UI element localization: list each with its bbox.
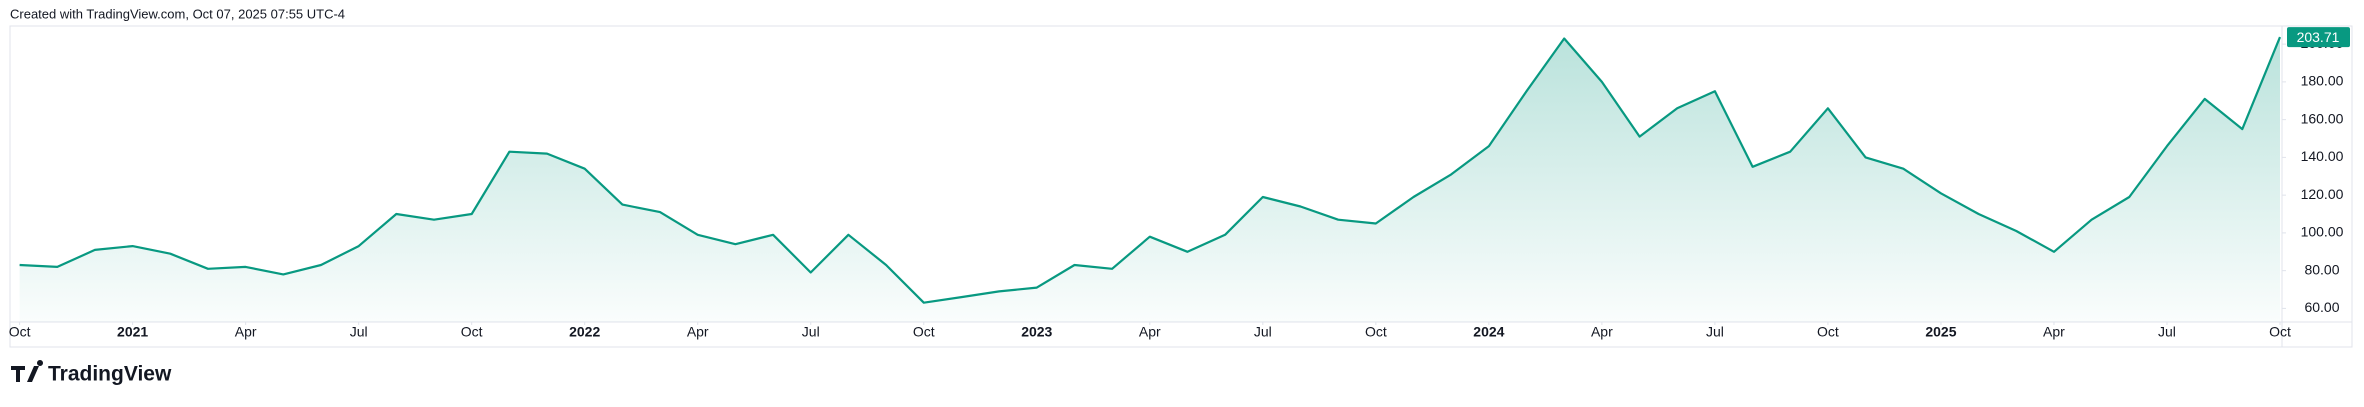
x-tick-label: Apr <box>2043 324 2065 340</box>
x-tick-label: Oct <box>1365 324 1387 340</box>
x-tick-label: 2024 <box>1473 324 1504 340</box>
price-line <box>19 36 2282 304</box>
x-tick-label: 2023 <box>1021 324 1052 340</box>
header-text: Created with TradingView.com, Oct 07, 20… <box>10 6 345 21</box>
area-fill <box>19 37 2280 322</box>
x-tick-label: Apr <box>235 324 257 340</box>
x-tick-label: Jul <box>802 324 820 340</box>
y-tick-label: 140.00 <box>2301 148 2344 164</box>
logo-icon <box>11 359 44 382</box>
y-tick-label: 80.00 <box>2304 261 2339 277</box>
x-tick-label: 2025 <box>1925 324 1956 340</box>
x-tick-label: Oct <box>461 324 483 340</box>
logo: TradingView <box>11 359 172 386</box>
y-tick-label: 120.00 <box>2301 186 2344 202</box>
y-tick-label: 60.00 <box>2304 299 2339 315</box>
y-tick-label: 100.00 <box>2301 224 2344 240</box>
x-tick-label: Jul <box>1706 324 1724 340</box>
y-tick-label: 160.00 <box>2301 110 2344 126</box>
x-tick-label: 2022 <box>569 324 600 340</box>
x-tick-label: Apr <box>687 324 709 340</box>
x-tick-label: 2021 <box>117 324 148 340</box>
x-tick-label: Jul <box>2158 324 2176 340</box>
x-tick-label: Apr <box>1591 324 1613 340</box>
last-price-box <box>2287 27 2350 48</box>
x-tick-label: Jul <box>1254 324 1272 340</box>
chart-frame <box>9 25 2353 348</box>
last-price-label: 203.71 <box>2297 29 2340 45</box>
x-tick-label: Oct <box>2269 324 2291 340</box>
x-tick-label: Oct <box>1817 324 1839 340</box>
x-tick-label: Oct <box>9 324 31 340</box>
x-tick-label: Oct <box>913 324 935 340</box>
y-tick-label: 180.00 <box>2301 73 2344 89</box>
x-tick-label: Apr <box>1139 324 1161 340</box>
x-tick-label: Jul <box>350 324 368 340</box>
logo-text: TradingView <box>48 363 172 386</box>
